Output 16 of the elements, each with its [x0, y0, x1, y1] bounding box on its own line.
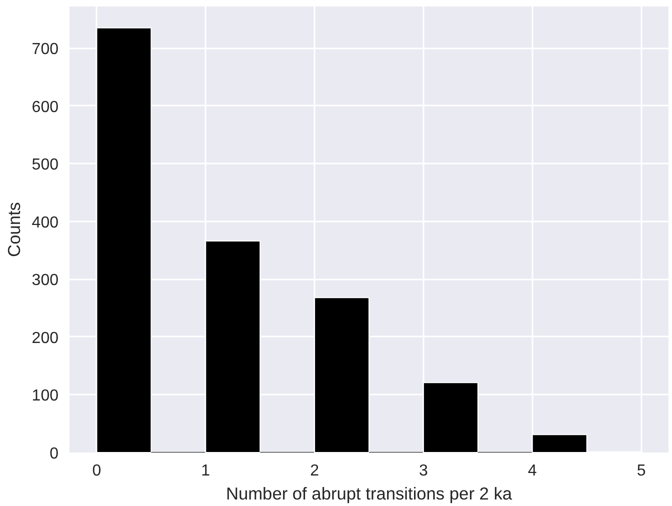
- x-axis-title: Number of abrupt transitions per 2 ka: [226, 484, 512, 504]
- y-tick-label: 0: [50, 446, 59, 462]
- y-tick-label: 100: [32, 388, 59, 405]
- y-tick-label: 600: [32, 98, 59, 116]
- x-tick-label: 0: [92, 462, 102, 480]
- x-tick-label: 2: [310, 462, 320, 480]
- x-tick-label: 3: [419, 462, 428, 480]
- y-tick-label: 400: [32, 214, 59, 232]
- x-tick-label: 1: [201, 462, 210, 480]
- x-tick-label: 5: [636, 462, 646, 480]
- y-tick-label: 500: [32, 156, 59, 174]
- y-tick-label: 700: [32, 41, 59, 58]
- y-tick-label: 300: [32, 272, 59, 290]
- y-tick-label: 200: [32, 330, 59, 347]
- x-tick-label: 4: [528, 462, 537, 480]
- y-axis-title: Counts: [4, 202, 24, 257]
